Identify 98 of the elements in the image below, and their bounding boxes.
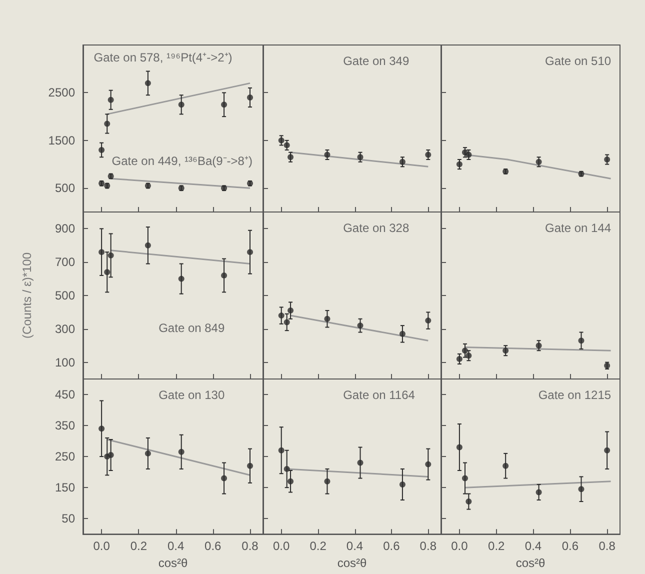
x-tick-label: 0.8	[420, 539, 437, 554]
annotation: Gate on 1164	[343, 388, 416, 402]
point	[604, 156, 610, 163]
annotation: Gate on 130	[158, 388, 225, 402]
x-tick-label: 0.8	[598, 539, 616, 554]
x-tick-label: 0.0	[451, 539, 468, 554]
point	[288, 154, 294, 160]
point	[98, 146, 105, 153]
point	[288, 308, 294, 314]
point	[98, 426, 105, 432]
annotation: Gate on 1215	[538, 388, 612, 402]
point	[604, 447, 610, 454]
point	[278, 137, 284, 144]
x-tick-label: 0.4	[346, 539, 364, 554]
point	[399, 158, 406, 165]
point	[536, 342, 542, 349]
x-tick-label: 0.4	[167, 539, 184, 554]
point	[178, 276, 184, 282]
point	[108, 252, 114, 258]
annotation: Gate on 328	[343, 221, 410, 236]
point	[462, 475, 468, 482]
point	[144, 242, 151, 248]
x-tick-label: 0.0	[93, 539, 110, 554]
point	[247, 462, 254, 469]
x-tick-label: 0.2	[130, 539, 148, 554]
point	[466, 498, 472, 505]
x-tick-label: 0.0	[273, 539, 290, 554]
point	[502, 348, 509, 354]
point	[284, 466, 290, 472]
point	[578, 486, 584, 492]
point	[425, 461, 432, 468]
point	[357, 460, 364, 466]
y-tick-label: 450	[54, 388, 76, 402]
point	[247, 249, 254, 256]
x-tick-label: 0.6	[562, 539, 579, 554]
point	[324, 478, 330, 484]
annotation: Gate on 849	[158, 321, 225, 336]
y-tick-label: 2500	[48, 86, 76, 100]
point	[466, 152, 472, 158]
point	[144, 450, 151, 456]
point	[221, 102, 228, 108]
y-tick-label: 1500	[48, 133, 76, 148]
point	[425, 318, 432, 324]
point	[108, 96, 114, 103]
point	[104, 120, 110, 127]
y-tick-label: 150	[54, 480, 76, 495]
point	[278, 312, 284, 319]
y-tick-label: 500	[54, 181, 76, 196]
point	[221, 475, 228, 482]
point	[144, 80, 151, 86]
y-tick-label: 500	[54, 288, 76, 302]
point	[221, 272, 228, 278]
point	[536, 489, 542, 496]
point	[324, 316, 330, 322]
point	[178, 448, 184, 455]
y-tick-label: 50	[62, 512, 76, 526]
point	[399, 330, 406, 337]
x-tick-label: 0.4	[524, 539, 542, 554]
x-axis-title: cos²θ	[158, 556, 188, 570]
x-tick-label: 0.6	[204, 539, 222, 554]
x-tick-label: 0.6	[383, 539, 400, 554]
point	[178, 102, 184, 108]
x-axis-title: cos²θ	[516, 556, 546, 570]
point	[247, 94, 254, 100]
point	[399, 481, 406, 488]
y-tick-label: 100	[54, 355, 76, 370]
annotation: Gate on 144	[544, 221, 612, 236]
point	[104, 269, 110, 276]
annotation: Gate on 510	[544, 54, 612, 68]
y-axis-title: (Counts / ε)*100	[20, 252, 34, 339]
x-axis-title: cos²θ	[337, 556, 367, 570]
x-tick-label: 0.8	[242, 539, 259, 554]
annotation: Gate on 449, ¹³⁶Ba(9⁻->8⁺)	[112, 154, 252, 168]
point	[98, 249, 105, 256]
y-tick-label: 250	[54, 450, 76, 464]
annotation: Gate on 349	[343, 54, 410, 68]
point	[456, 444, 462, 450]
annotation: Gate on 578, ¹⁹⁶Pt(4⁺->2⁺)	[94, 50, 232, 65]
point	[324, 152, 330, 158]
x-tick-label: 0.2	[488, 539, 506, 554]
y-tick-label: 300	[54, 322, 76, 336]
point	[357, 154, 364, 160]
point	[462, 348, 468, 354]
y-tick-label: 700	[54, 255, 76, 270]
x-tick-label: 0.2	[310, 539, 327, 554]
point	[108, 452, 114, 458]
point	[288, 478, 294, 484]
point	[502, 462, 509, 469]
point	[278, 447, 284, 454]
point	[357, 322, 364, 329]
point	[536, 158, 542, 165]
y-tick-label: 350	[54, 418, 76, 433]
point	[425, 152, 432, 158]
point	[284, 319, 290, 326]
point	[578, 338, 584, 344]
point	[456, 356, 462, 362]
point	[466, 352, 472, 359]
y-tick-label: 900	[54, 222, 76, 236]
